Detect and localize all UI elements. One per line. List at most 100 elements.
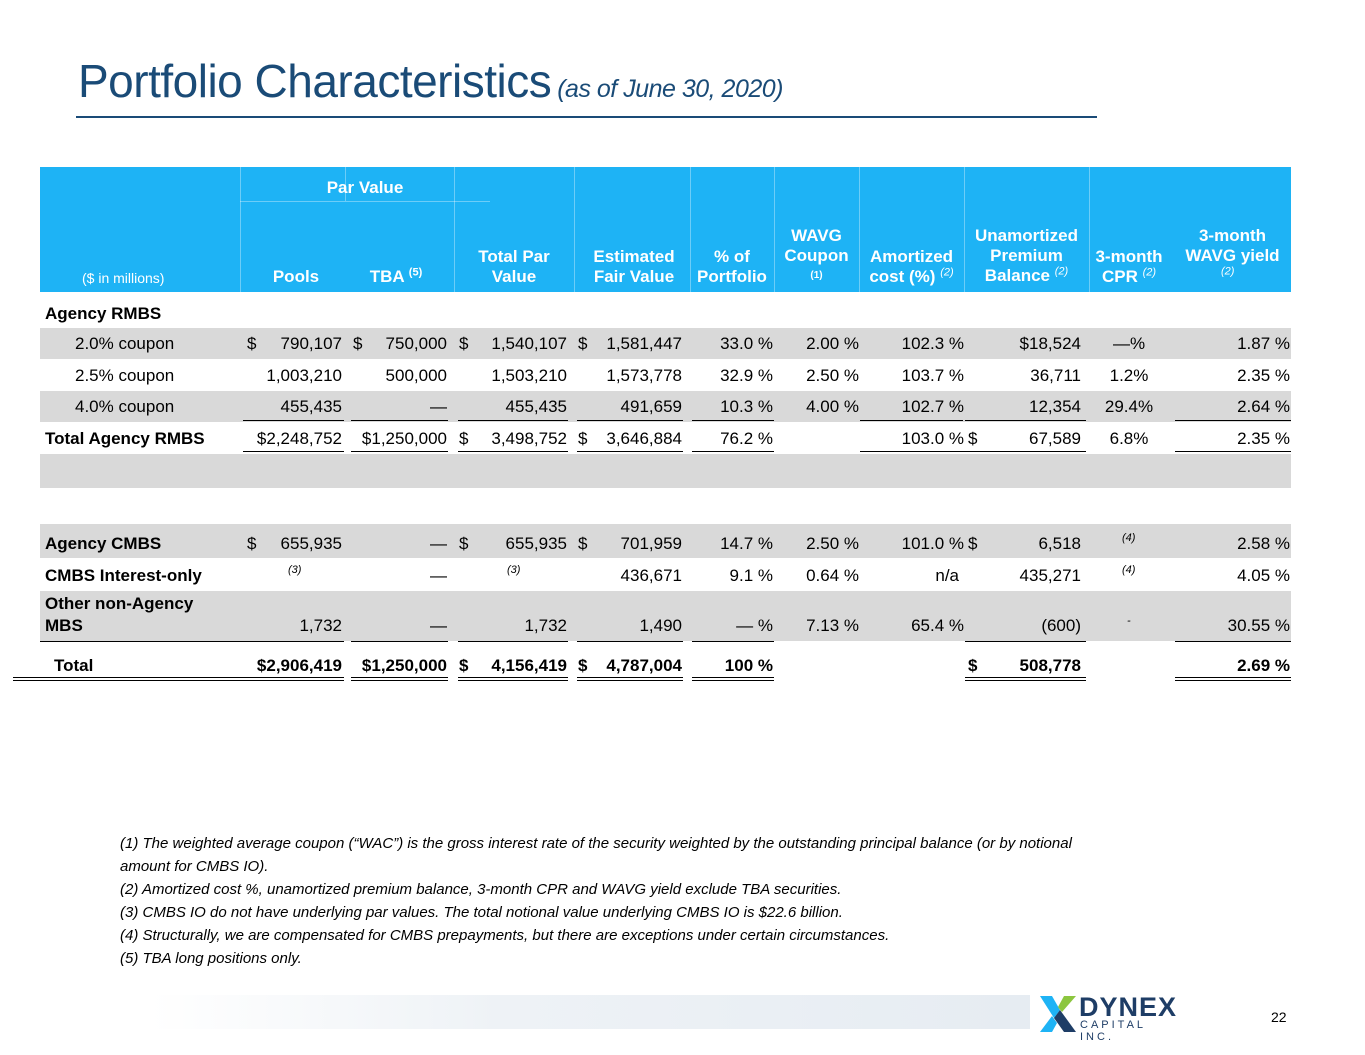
cell-wavg: 2.50 % [806, 534, 859, 553]
cell-amort: 103.7 % [901, 366, 964, 385]
cell-amort: 101.0 % [901, 534, 964, 553]
cell-pct: 33.0 % [720, 334, 773, 353]
dollar-sign: $ [353, 334, 363, 353]
subtotal-rule [243, 641, 344, 642]
col-fair-value-line1: Estimated [593, 247, 675, 266]
dollar-sign: $ [968, 656, 978, 675]
col-unam-note: (2) [1054, 265, 1069, 278]
col-wavg-note: (1) [810, 270, 823, 281]
subtotal-rule [965, 641, 1086, 642]
row-label: 2.0% coupon [75, 334, 175, 353]
cell-wavg: 0.64 % [806, 566, 859, 585]
cell-tba: — [430, 566, 447, 585]
footer-band [150, 995, 1030, 1029]
cell-yield: 2.35 % [1237, 429, 1290, 448]
logo-tagline: CAPITAL INC. [1080, 1019, 1146, 1043]
table-row: CMBS Interest-only (3) — (3) 436,671 9.1… [40, 560, 1291, 591]
cell-pools: 455,435 [280, 397, 342, 416]
header-divider [574, 167, 575, 292]
cell-cpr: 1.2% [1109, 366, 1149, 385]
cell-total-par: 4,156,419 [491, 656, 567, 675]
cell-pools: 1,732 [299, 616, 342, 635]
col-cpr: 3-month CPR (2) [1089, 247, 1169, 287]
cell-total-par: 1,732 [524, 616, 567, 635]
cell-amort: n/a [935, 566, 959, 585]
logo-wordmark: DYNEX [1079, 992, 1178, 1022]
cell-yield: 2.58 % [1237, 534, 1290, 553]
cell-cpr: —% [1112, 334, 1146, 353]
footnote-1-cont: amount for CMBS IO). [120, 858, 269, 875]
total-rule [1175, 677, 1291, 681]
dollar-sign: $ [578, 656, 588, 675]
total-rule [458, 677, 568, 681]
cell-tba: 750,000 [385, 334, 447, 353]
subtotal-rule [458, 420, 568, 421]
cell-pct: 76.2 % [720, 429, 773, 448]
subtotal-rule [860, 420, 963, 421]
footnote-ref: (3) [507, 564, 521, 576]
subtotal-rule [692, 641, 774, 642]
col-amort-line1: Amortized [869, 247, 954, 266]
page-title: Portfolio Characteristics (as of June 30,… [78, 54, 783, 108]
col-unam-line3: Balance [984, 266, 1050, 285]
cell-pools: 655,935 [280, 534, 342, 553]
header-divider [240, 201, 490, 202]
cell-unam: 67,589 [1029, 429, 1081, 448]
grand-total-row: Total $2,906,419 $1,250,000 $ 4,156,419 … [40, 650, 1291, 681]
col-pools: Pools [272, 267, 320, 286]
footnote-ref: (3) [288, 564, 302, 576]
cell-tba: 500,000 [385, 366, 447, 385]
col-fair-value-line2: Fair Value [593, 267, 675, 286]
col-yield-line1: 3-month [1198, 226, 1267, 245]
total-rule [577, 677, 683, 681]
cell-fair-value: 4,787,004 [606, 656, 682, 675]
dollar-sign: $ [459, 534, 469, 553]
row-label: Total Agency RMBS [45, 429, 205, 448]
table-header: Par Value ($ in millions) Pools TBA (5) … [40, 167, 1291, 292]
total-agency-rmbs-row: Total Agency RMBS $2,248,752 $1,250,000 … [40, 423, 1291, 454]
col-yield-note: (2) [1221, 265, 1235, 278]
row-label: 2.5% coupon [75, 366, 175, 385]
footnote-ref: (4) [1122, 532, 1136, 544]
cell-total-par: 3,498,752 [491, 429, 567, 448]
cell-unam: 36,711 [1030, 366, 1081, 385]
dollar-sign: $ [459, 429, 469, 448]
cell-pools: $2,248,752 [256, 429, 342, 448]
page-title-date: (as of June 30, 2020) [557, 75, 783, 103]
cell-yield: 30.55 % [1227, 616, 1290, 635]
header-divider [454, 167, 455, 292]
cell-cpr: - [1127, 615, 1131, 627]
cell-pct: 10.3 % [720, 397, 773, 416]
cell-yield: 1.87 % [1237, 334, 1290, 353]
footnote-4: (4) Structurally, we are compensated for… [120, 927, 890, 944]
row-label: Total [54, 656, 94, 675]
cell-pct: — % [736, 616, 773, 635]
cell-amort: 65.4 % [911, 616, 964, 635]
col-cpr-line2: CPR [1101, 267, 1138, 286]
row-label: Agency CMBS [45, 534, 162, 553]
header-divider [240, 167, 241, 292]
subtotal-rule [243, 420, 344, 421]
cell-unam: (600) [1041, 616, 1081, 635]
dollar-sign: $ [459, 334, 469, 353]
col-fair-value: Estimated Fair Value [574, 247, 694, 287]
col-amortized-cost: Amortized cost (%) (2) [859, 247, 964, 287]
dollar-sign: $ [968, 534, 978, 553]
cell-total-par: 1,540,107 [491, 334, 567, 353]
cell-unam: 508,778 [1019, 656, 1081, 675]
title-rule [76, 116, 1097, 118]
cell-wavg: 7.13 % [806, 616, 859, 635]
col-unamortized-premium: Unamortized Premium Balance (2) [964, 226, 1089, 286]
subtotal-rule [577, 420, 683, 421]
cell-pct: 9.1 % [729, 566, 773, 585]
dynex-logo: DYNEX CAPITAL INC. [1040, 992, 1180, 1043]
spacer-row [40, 454, 1291, 488]
cell-yield: 2.35 % [1237, 366, 1290, 385]
total-rule [243, 677, 344, 681]
footnote-ref: (4) [1122, 564, 1136, 576]
cell-yield: 2.64 % [1237, 397, 1290, 416]
cell-cpr: 29.4% [1104, 397, 1154, 416]
header-divider [1089, 167, 1090, 292]
subtotal-rule [458, 641, 568, 642]
col-total-par: Total Par Value [454, 247, 574, 287]
